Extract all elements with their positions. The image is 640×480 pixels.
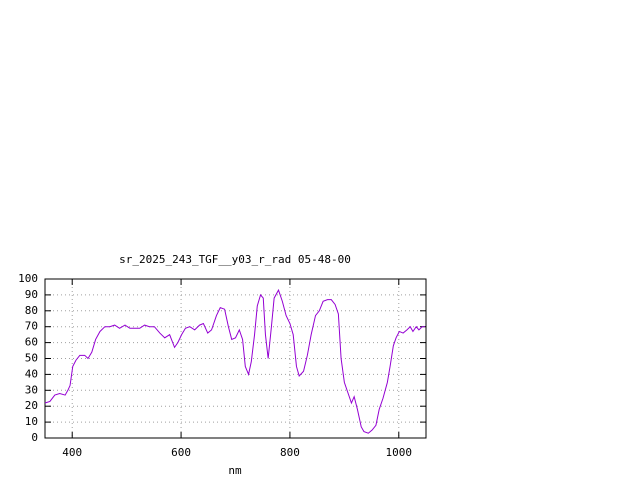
x-tick-label: 400	[62, 446, 82, 459]
data-line	[44, 288, 425, 434]
y-tick-label: 50	[25, 352, 38, 365]
y-tick-label: 60	[25, 336, 38, 349]
x-tick-label: 800	[280, 446, 300, 459]
y-tick-label: 30	[25, 383, 38, 396]
y-tick-label: 90	[25, 288, 38, 301]
x-axis-label: nm	[228, 464, 242, 477]
chart-title: sr_2025_243_TGF__y03_r_rad 05-48-00	[119, 253, 351, 266]
y-tick-label: 10	[25, 415, 38, 428]
x-tick-label: 600	[171, 446, 191, 459]
plot-border	[44, 278, 427, 439]
y-tick-label: 100	[18, 272, 38, 285]
y-tick-label: 0	[31, 431, 38, 444]
y-tick-label: 20	[25, 399, 38, 412]
y-tick-label: 40	[25, 367, 38, 380]
y-tick-label: 70	[25, 320, 38, 333]
y-tick-label: 80	[25, 304, 38, 317]
x-tick-label: 1000	[386, 446, 413, 459]
